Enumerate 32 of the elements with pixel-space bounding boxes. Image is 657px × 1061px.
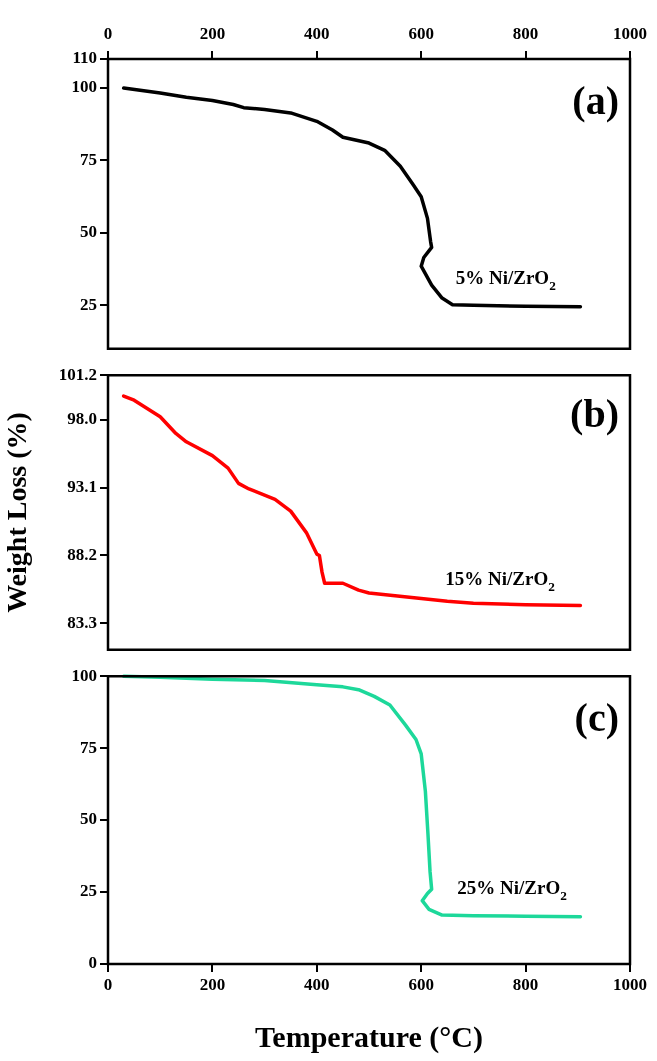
x-tick-label: 400 [304, 974, 330, 994]
x2-tick-label: 400 [304, 24, 330, 44]
x2-tick-label: 1000 [613, 24, 647, 44]
y-tick-label: 50 [80, 809, 97, 829]
x-tick-label: 600 [408, 974, 434, 994]
x-axis-title: Temperature (°C) [255, 1019, 483, 1054]
y-tick-label: 75 [80, 149, 97, 169]
annotation: (b) [570, 391, 619, 437]
y-tick-label: 50 [80, 222, 97, 242]
x2-tick-label: 200 [199, 24, 226, 44]
x2-tick-label: 0 [103, 24, 113, 44]
x2-tick-label: 800 [512, 24, 539, 44]
y-tick-label: 100 [71, 665, 97, 685]
x-tick-label: 200 [199, 974, 226, 994]
x-tick-label: 0 [103, 974, 113, 994]
y-axis-title: Weight Loss (%) [1, 412, 33, 613]
x2-tick-label: 600 [408, 24, 434, 44]
y-tick-label: 101.2 [58, 364, 97, 384]
y-tick-label: 93.1 [67, 476, 97, 496]
y-tick-label: 98.0 [67, 408, 97, 428]
y-tick-label: 75 [80, 737, 97, 757]
annotation: (c) [574, 694, 620, 740]
y-tick-label: 25 [80, 881, 97, 901]
y-tick-label: 100 [71, 77, 97, 97]
x-tick-label: 1000 [613, 974, 647, 994]
annotation: (a) [572, 78, 619, 124]
y-tick-label: 0 [88, 953, 97, 973]
y-tick-label: 88.2 [67, 544, 97, 564]
x-tick-label: 800 [512, 974, 539, 994]
y-tick-label: 83.3 [67, 612, 97, 632]
y-tick-label: 25 [80, 294, 97, 314]
y-tick-label: 110 [72, 48, 97, 68]
